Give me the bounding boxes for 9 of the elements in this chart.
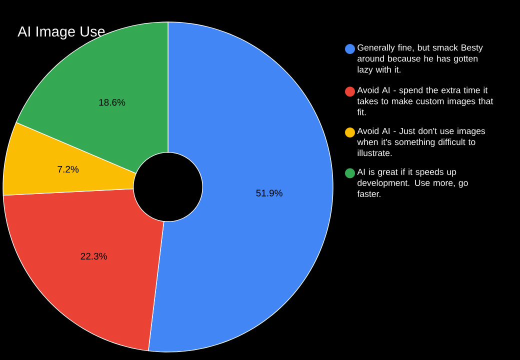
data-label: 7.2%: [58, 166, 79, 173]
chart-title: AI Image Use: [18, 26, 105, 40]
data-label: 22.3%: [80, 252, 107, 260]
legend-label: Avoid AI - spend the extra time it takes to make custom images that fit.: [357, 86, 494, 116]
data-label: 18.6%: [99, 98, 126, 106]
legend-label: Generally fine, but smack Besty around because he has gotten lazy with it.: [358, 44, 483, 74]
legend-label: Avoid AI - Just don't use images when it's something difficult to illustrate.: [357, 128, 486, 156]
data-label: 51.9%: [256, 190, 282, 196]
legend-label: AI is great if it speeds up development. Use more, go faster.: [357, 168, 468, 197]
